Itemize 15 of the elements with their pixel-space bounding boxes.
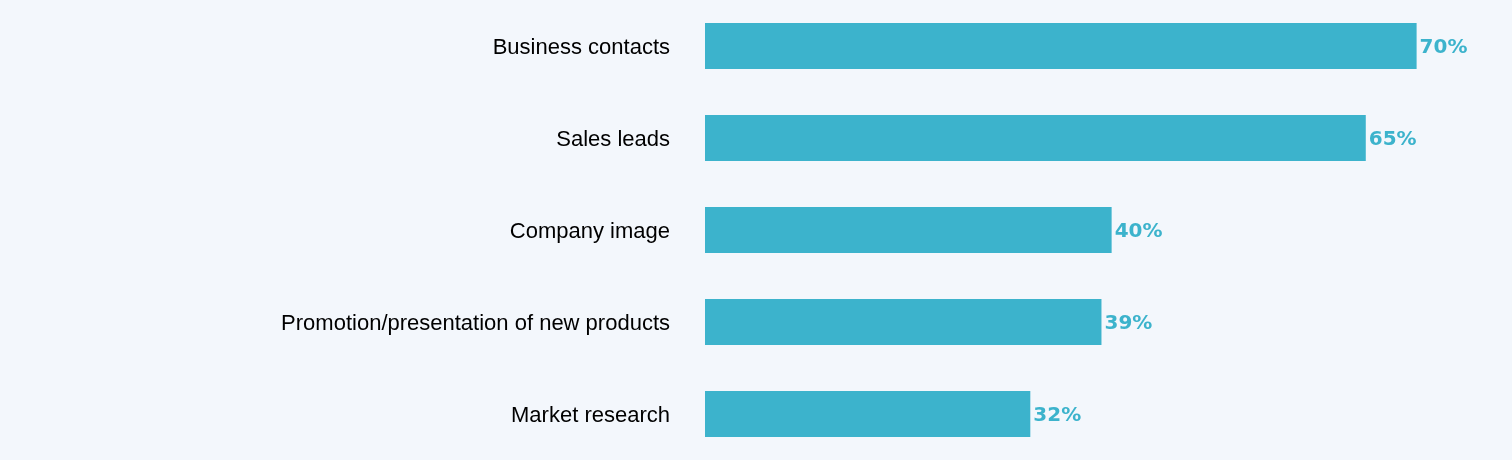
bar bbox=[705, 299, 1102, 345]
data-label: 40% bbox=[1114, 218, 1163, 242]
data-label: 32% bbox=[1033, 402, 1082, 426]
bar bbox=[705, 207, 1112, 253]
data-label: 65% bbox=[1368, 126, 1417, 150]
bar bbox=[705, 115, 1366, 161]
y-tick-label: Company image bbox=[509, 217, 670, 243]
data-label: 39% bbox=[1104, 310, 1153, 334]
y-tick-label: Business contacts bbox=[492, 33, 670, 59]
y-tick-label: Promotion/presentation of new products bbox=[281, 309, 670, 335]
data-label: 70% bbox=[1419, 34, 1468, 58]
bar bbox=[705, 23, 1417, 69]
y-tick-label: Market research bbox=[511, 401, 670, 427]
bar bbox=[705, 391, 1031, 437]
y-tick-label: Sales leads bbox=[556, 125, 670, 151]
